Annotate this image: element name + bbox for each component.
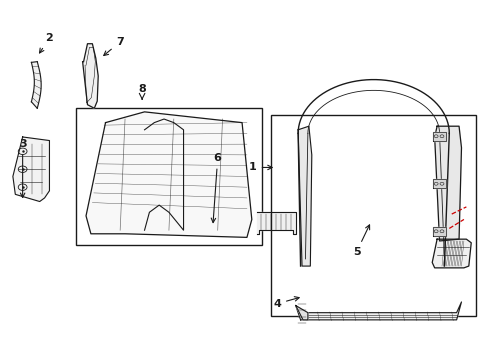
Polygon shape bbox=[432, 226, 445, 235]
Polygon shape bbox=[82, 44, 98, 108]
Polygon shape bbox=[431, 239, 470, 268]
Text: 4: 4 bbox=[273, 297, 299, 309]
Polygon shape bbox=[432, 179, 445, 188]
Polygon shape bbox=[298, 126, 311, 266]
Bar bbox=[271, 116, 475, 316]
Text: 1: 1 bbox=[248, 162, 272, 172]
Polygon shape bbox=[256, 212, 295, 234]
Bar bbox=[76, 108, 261, 244]
Text: 2: 2 bbox=[40, 33, 53, 53]
Text: 8: 8 bbox=[138, 84, 146, 94]
Polygon shape bbox=[434, 126, 461, 241]
Text: 3: 3 bbox=[19, 139, 26, 198]
Polygon shape bbox=[432, 132, 445, 140]
Polygon shape bbox=[31, 62, 41, 108]
Polygon shape bbox=[13, 137, 49, 202]
Text: 6: 6 bbox=[211, 153, 221, 222]
Text: 5: 5 bbox=[352, 225, 369, 257]
Polygon shape bbox=[295, 306, 307, 320]
Text: 7: 7 bbox=[103, 37, 124, 55]
Polygon shape bbox=[295, 302, 461, 320]
Polygon shape bbox=[86, 112, 251, 237]
